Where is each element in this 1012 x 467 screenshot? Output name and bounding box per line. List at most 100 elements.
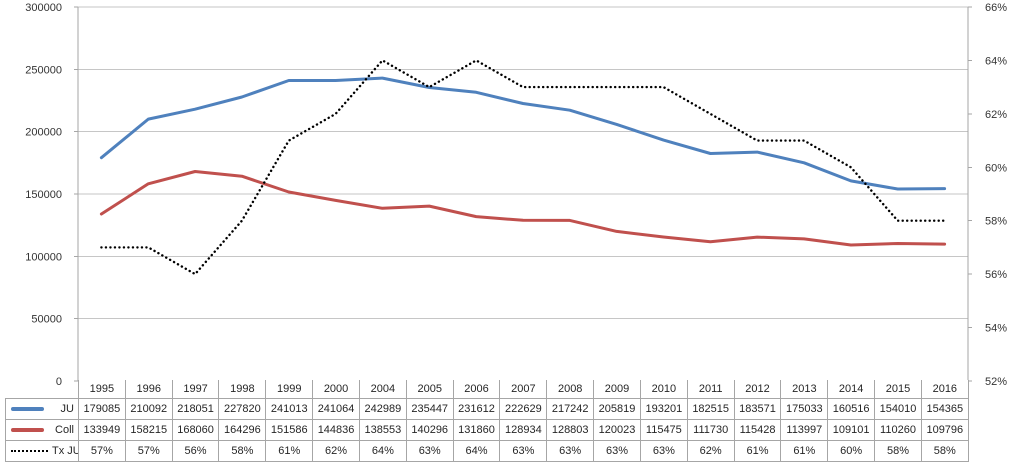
year-header-cell: 1998 <box>218 380 267 399</box>
chart-data-table-wrap: 1995 1996 1997 1998 1999 2000 2004 2005 2006 2007… <box>5 380 969 462</box>
year-header-cell: 2013 <box>780 380 829 399</box>
value-cell: 241013 <box>265 398 314 420</box>
legend-label: JU <box>60 403 74 415</box>
value-cell: 109101 <box>827 419 876 441</box>
year-header-cell: 2008 <box>546 380 595 399</box>
value-cell: 144836 <box>312 419 360 441</box>
value-cell: 242989 <box>358 398 407 420</box>
value-cell: 218051 <box>171 398 220 420</box>
legend-label: Coll <box>55 424 74 436</box>
left-axis-tick-label: 200000 <box>25 127 62 139</box>
value-cell: 115475 <box>639 419 688 441</box>
value-cell: 115428 <box>733 419 782 441</box>
value-cell: 241064 <box>312 398 360 420</box>
value-cell: 158215 <box>124 419 173 441</box>
value-cell: 120023 <box>593 419 641 441</box>
legend-line-sample <box>11 428 44 432</box>
legend-key-tx-ju: Tx JU <box>5 440 79 462</box>
value-cell: 128803 <box>546 419 595 441</box>
year-header-cell: 2004 <box>358 380 407 399</box>
legend-label: Tx JU <box>52 445 79 457</box>
right-axis-tick-label: 52% <box>985 376 1007 388</box>
legend-dotted-line-sample <box>11 450 48 452</box>
series-row-ju: JU 179085 210092 218051 227820 241013 241064 24… <box>5 398 969 420</box>
year-header-cell: 2012 <box>733 380 782 399</box>
year-header-cell: 2009 <box>593 380 641 399</box>
value-cell: 63% <box>593 440 641 462</box>
value-cell: 235447 <box>405 398 454 420</box>
series-line-ju <box>99 76 947 191</box>
value-cell: 62% <box>312 440 360 462</box>
value-cell: 193201 <box>639 398 688 420</box>
legend-key-coll: Coll <box>5 419 79 441</box>
table-corner-blank <box>6 380 79 399</box>
value-cell: 131860 <box>452 419 501 441</box>
left-axis-tick-label: 250000 <box>25 64 62 76</box>
year-header-cell: 2006 <box>452 380 501 399</box>
value-cell: 60% <box>827 440 876 462</box>
value-cell: 222629 <box>499 398 548 420</box>
value-cell: 154010 <box>874 398 922 420</box>
value-cell: 154365 <box>920 398 969 420</box>
year-header-row: 1995 1996 1997 1998 1999 2000 2004 2005 2006 2007… <box>6 380 969 399</box>
value-cell: 138553 <box>358 419 407 441</box>
chart-data-table: 1995 1996 1997 1998 1999 2000 2004 2005 2006 2007… <box>5 380 969 462</box>
value-cell: 63% <box>499 440 548 462</box>
value-cell: 182515 <box>686 398 735 420</box>
value-cell: 61% <box>265 440 314 462</box>
year-header-cell: 1995 <box>78 380 126 399</box>
year-header-cell: 2010 <box>639 380 688 399</box>
series-line-coll <box>99 170 947 247</box>
value-cell: 113997 <box>780 419 829 441</box>
series-row-coll: Coll 133949 158215 168060 164296 151586 144836… <box>5 419 969 441</box>
right-axis-tick-label: 58% <box>985 216 1007 228</box>
value-cell: 175033 <box>780 398 829 420</box>
value-cell: 61% <box>780 440 829 462</box>
left-axis-tick-label: 150000 <box>25 189 62 201</box>
value-cell: 164296 <box>218 419 267 441</box>
value-cell: 183571 <box>733 398 782 420</box>
year-header-cell: 2014 <box>827 380 876 399</box>
value-cell: 111730 <box>686 419 735 441</box>
year-header-cell: 2011 <box>686 380 735 399</box>
value-cell: 56% <box>171 440 220 462</box>
value-cell: 217242 <box>546 398 595 420</box>
legend-line-sample <box>11 407 44 411</box>
value-cell: 205819 <box>593 398 641 420</box>
year-header-cell: 2005 <box>405 380 454 399</box>
value-cell: 151586 <box>265 419 314 441</box>
value-cell: 64% <box>452 440 501 462</box>
value-cell: 109796 <box>920 419 969 441</box>
value-cell: 63% <box>405 440 454 462</box>
legend-key-ju: JU <box>5 398 79 420</box>
value-cell: 58% <box>218 440 267 462</box>
right-axis-tick-label: 66% <box>985 2 1007 14</box>
value-cell: 63% <box>639 440 688 462</box>
year-header-cell: 1997 <box>171 380 220 399</box>
right-axis-tick-label: 54% <box>985 323 1007 335</box>
year-header-cell: 2007 <box>499 380 548 399</box>
series-row-tx-ju: Tx JU 57% 57% 56% 58% 61% 62% 64% 63% 64% 63% 63% 63… <box>5 440 969 462</box>
left-axis-tick-label: 0 <box>56 376 62 388</box>
value-cell: 168060 <box>171 419 220 441</box>
value-cell: 231612 <box>452 398 501 420</box>
year-header-cell: 2016 <box>920 380 969 399</box>
year-header-cell: 2015 <box>874 380 922 399</box>
value-cell: 58% <box>920 440 969 462</box>
left-axis-tick-label: 50000 <box>31 314 62 326</box>
right-axis-tick-label: 56% <box>985 269 1007 281</box>
value-cell: 133949 <box>78 419 126 441</box>
left-axis-tick-label: 300000 <box>25 2 62 14</box>
left-axis-tick-label: 100000 <box>25 251 62 263</box>
value-cell: 57% <box>78 440 126 462</box>
right-axis-tick-label: 60% <box>985 162 1007 174</box>
year-header-cell: 1996 <box>124 380 173 399</box>
year-header-cell: 2000 <box>312 380 360 399</box>
value-cell: 140296 <box>405 419 454 441</box>
value-cell: 210092 <box>124 398 173 420</box>
value-cell: 179085 <box>78 398 126 420</box>
right-axis-tick-label: 62% <box>985 109 1007 121</box>
value-cell: 62% <box>686 440 735 462</box>
value-cell: 128934 <box>499 419 548 441</box>
